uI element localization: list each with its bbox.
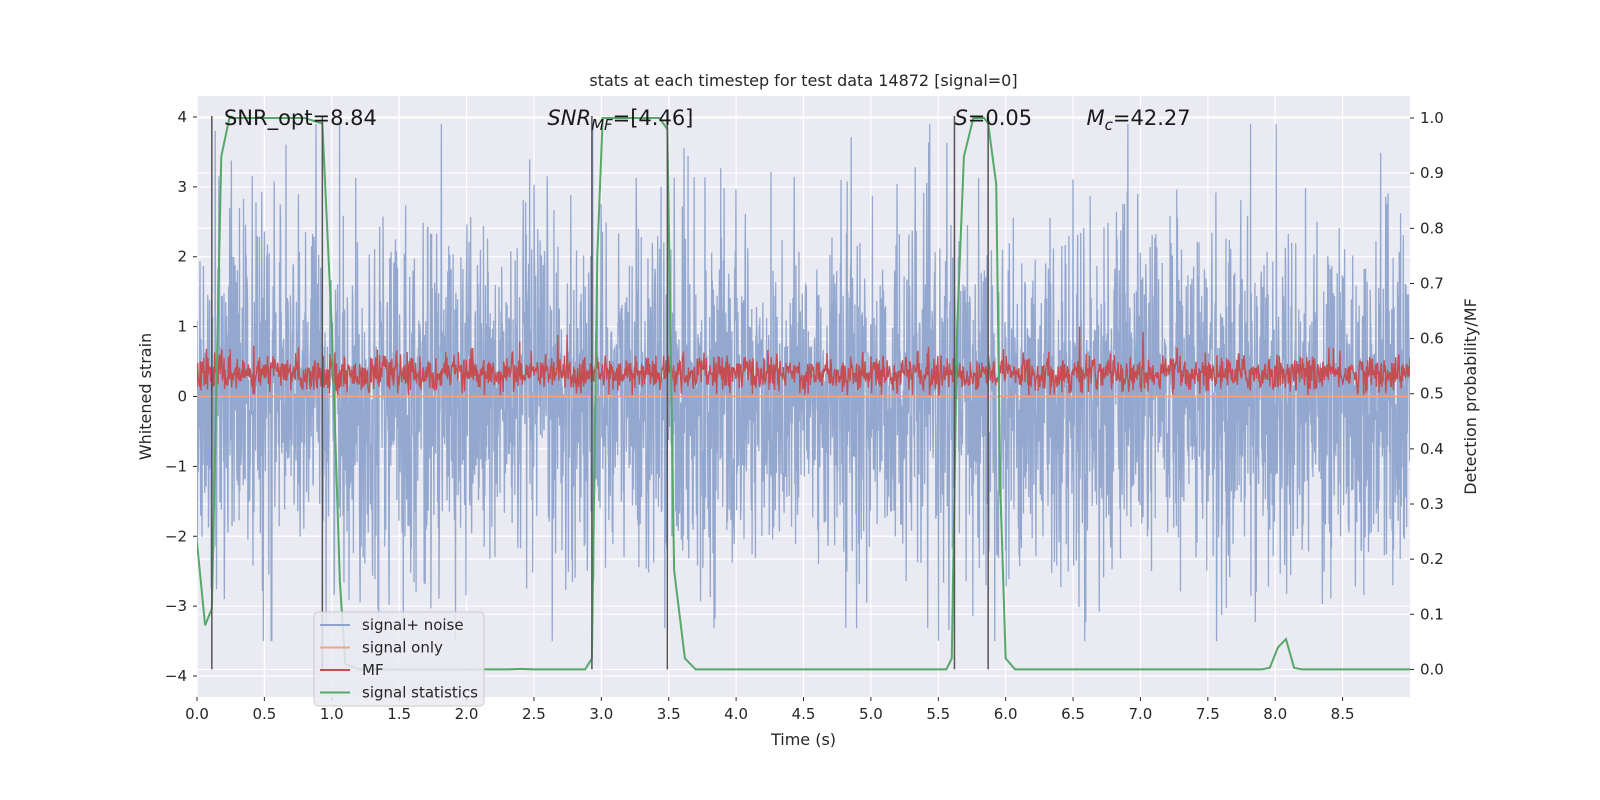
series-layer (197, 117, 1410, 671)
y-tick-label-right: 0.3 (1420, 495, 1444, 513)
x-tick-label: 1.0 (320, 705, 344, 723)
legend: signal+ noise signal only MF signal statist… (313, 611, 485, 707)
y-tick-label-right: 0.4 (1420, 440, 1444, 458)
annotation-value: =0.05 (968, 106, 1032, 130)
y-tick-label-left: 1 (177, 318, 187, 336)
legend-box (313, 611, 485, 707)
y-tick-label-right: 0.2 (1420, 550, 1444, 568)
annotation-value: =[4.46] (613, 106, 694, 130)
y-tick-label-right: 0.8 (1420, 219, 1444, 237)
y-tick-label-left: 4 (177, 108, 187, 126)
annotation-text: SNR_opt=8.84 (224, 106, 377, 131)
chart-title: stats at each timestep for test data 148… (589, 71, 1017, 90)
annotation-text: SNRMF=[4.46] (547, 106, 693, 134)
x-tick-label: 2.5 (522, 705, 546, 723)
x-axis-label: Time (s) (770, 730, 836, 749)
x-tick-label: 5.5 (926, 705, 950, 723)
annotations: SNR_opt=8.84 SNRMF=[4.46] S=0.05 Mc=42.27 (224, 106, 1191, 134)
x-tick-label: 8.5 (1331, 705, 1355, 723)
x-tick-label: 6.5 (1061, 705, 1085, 723)
x-tick-label: 7.5 (1196, 705, 1220, 723)
x-tick-label: 4.0 (724, 705, 748, 723)
y-tick-label-left: −4 (165, 667, 187, 685)
x-tick-label: 4.5 (792, 705, 816, 723)
x-tick-label: 8.0 (1263, 705, 1287, 723)
annotation-text: S=0.05 (954, 106, 1032, 130)
annotation-subscript: MF (591, 116, 613, 134)
tick-labels: 0.0 0.5 1.0 1.5 2.0 2.5 3.0 3.5 4.0 4.5 5.0 5.5 6.0 6… (165, 108, 1444, 723)
annotation-symbol: S (954, 106, 967, 130)
y-tick-label-left: −2 (165, 527, 187, 545)
y-axis-label-right: Detection probability/MF (1461, 298, 1480, 495)
series-mf-line (197, 326, 1410, 396)
annotation-value: =42.27 (1113, 106, 1191, 130)
annotation-text: Mc=42.27 (1087, 106, 1191, 134)
x-tick-label: 2.0 (455, 705, 479, 723)
legend-label: MF (362, 661, 384, 679)
annotation-symbol: M (1087, 106, 1105, 130)
vertical-markers (211, 116, 989, 670)
y-tick-label-right: 0.1 (1420, 605, 1444, 623)
x-tick-label: 0.5 (252, 705, 276, 723)
legend-label: signal only (362, 639, 443, 657)
y-tick-label-left: −3 (165, 597, 187, 615)
y-tick-label-left: 0 (177, 388, 187, 406)
y-tick-label-right: 0.6 (1420, 330, 1444, 348)
y-axis-label-left: Whitened strain (136, 333, 155, 460)
y-tick-label-left: −1 (165, 457, 187, 475)
y-tick-label-right: 0.7 (1420, 274, 1444, 292)
x-tick-label: 7.0 (1129, 705, 1153, 723)
annotation-subscript: c (1105, 116, 1114, 134)
x-tick-label: 1.5 (387, 705, 411, 723)
series-signal-statistics-line (197, 117, 1410, 671)
x-tick-label: 3.5 (657, 705, 681, 723)
y-tick-label-right: 0.0 (1420, 660, 1444, 678)
legend-label: signal+ noise (362, 616, 464, 634)
x-tick-label: 3.0 (589, 705, 613, 723)
legend-label: signal statistics (362, 684, 478, 702)
y-tick-label-right: 0.9 (1420, 164, 1444, 182)
y-tick-label-left: 3 (177, 178, 187, 196)
x-tick-label: 6.0 (994, 705, 1018, 723)
y-tick-label-left: 2 (177, 248, 187, 266)
x-tick-label: 0.0 (185, 705, 209, 723)
y-tick-label-right: 1.0 (1420, 109, 1444, 127)
annotation-symbol: SNR (547, 106, 591, 130)
y-tick-label-right: 0.5 (1420, 385, 1444, 403)
x-tick-label: 5.0 (859, 705, 883, 723)
